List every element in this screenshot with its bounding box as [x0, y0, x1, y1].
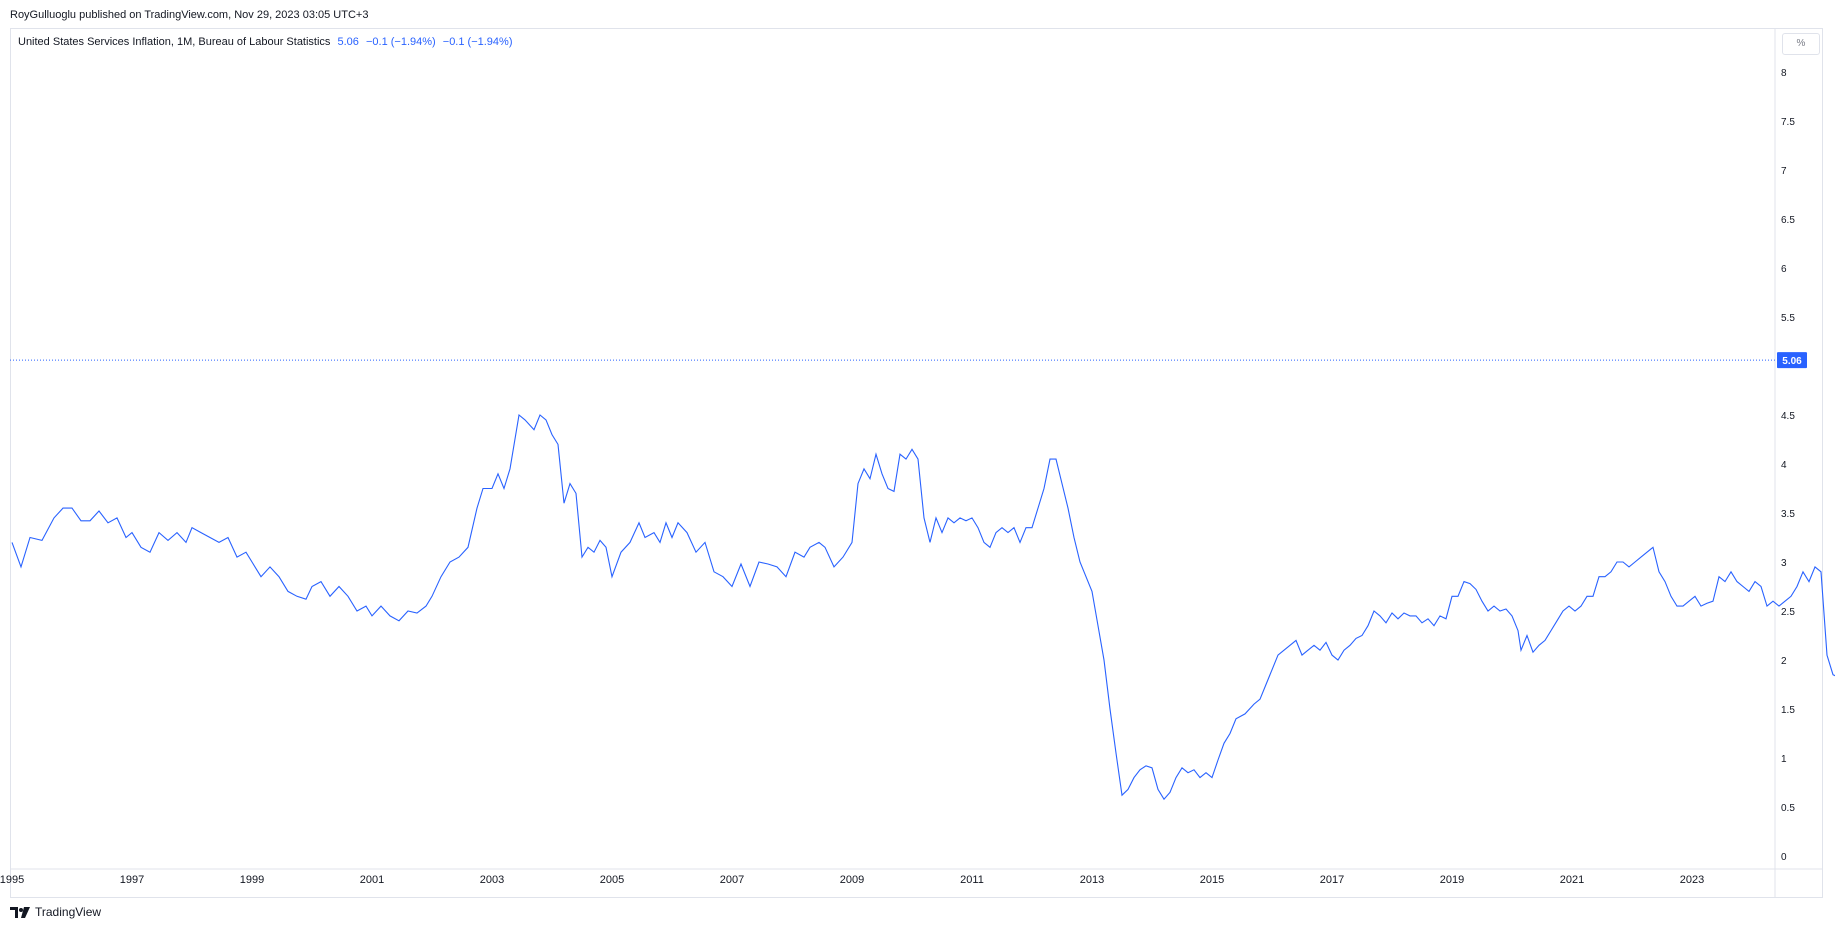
- x-axis: 1995 1997 1999 2001 2003 2005 2007 2009 2011 2013…: [0, 868, 1823, 886]
- last-value-tag: 5.06: [1777, 352, 1807, 369]
- tradingview-brand-name: TradingView: [35, 905, 102, 919]
- tradingview-logo[interactable]: TradingView: [10, 905, 101, 919]
- series-line-services-inflation: [11, 413, 1835, 801]
- x-tick-label: 2017: [1320, 874, 1344, 886]
- y-tick-label: 4: [1781, 460, 1787, 471]
- y-tick-label: 1.5: [1781, 705, 1795, 716]
- x-tick-label: 1995: [0, 874, 24, 886]
- x-tick-label: 2003: [480, 874, 504, 886]
- y-tick-label: 2: [1781, 656, 1787, 667]
- chart-legend[interactable]: United States Services Inflation, 1M, Bu…: [18, 36, 512, 48]
- unit-toggle-button[interactable]: %: [1782, 33, 1820, 55]
- y-tick-label: 3: [1781, 558, 1787, 569]
- y-tick-label: 7.5: [1781, 117, 1795, 128]
- x-tick-label: 2011: [960, 874, 984, 886]
- x-tick-label: 2019: [1440, 874, 1464, 886]
- chart-frame: [10, 28, 1823, 898]
- publisher-line: RoyGulluoglu published on TradingView.co…: [10, 9, 369, 21]
- x-tick-label: 2001: [360, 874, 384, 886]
- y-tick-label: 6: [1781, 264, 1787, 275]
- x-tick-label: 2007: [720, 874, 744, 886]
- x-tick-label: 1999: [240, 874, 264, 886]
- y-tick-label: 0.5: [1781, 803, 1795, 814]
- x-tick-label: 2009: [840, 874, 864, 886]
- x-tick-label: 1997: [120, 874, 144, 886]
- y-tick-label: 1: [1781, 754, 1787, 765]
- y-tick-label: 3.5: [1781, 509, 1795, 520]
- legend-change-secondary: −0.1 (−1.94%): [442, 36, 513, 48]
- legend-series-name: United States Services Inflation, 1M, Bu…: [18, 36, 331, 48]
- legend-value: 5.06: [337, 36, 359, 48]
- y-tick-label: 0: [1781, 852, 1787, 863]
- x-tick-label: 2021: [1560, 874, 1584, 886]
- y-tick-label: 8: [1781, 68, 1787, 79]
- last-value-label: 5.06: [1782, 356, 1802, 367]
- y-tick-label: 6.5: [1781, 215, 1795, 226]
- tradingview-logo-icon: [10, 906, 30, 918]
- y-axis: 0 0.5 1 1.5 2 2.5 3 3.5 4 4.5 5.5 6 6.5 7 7.5 8: [1774, 28, 1795, 897]
- x-tick-label: 2005: [600, 874, 624, 886]
- y-tick-label: 2.5: [1781, 607, 1795, 618]
- x-tick-label: 2013: [1080, 874, 1104, 886]
- y-tick-label: 7: [1781, 166, 1787, 177]
- y-tick-label: 4.5: [1781, 411, 1795, 422]
- legend-change: −0.1 (−1.94%): [365, 36, 436, 48]
- x-tick-label: 2023: [1680, 874, 1704, 886]
- x-tick-label: 2015: [1200, 874, 1224, 886]
- y-tick-label: 5.5: [1781, 313, 1795, 324]
